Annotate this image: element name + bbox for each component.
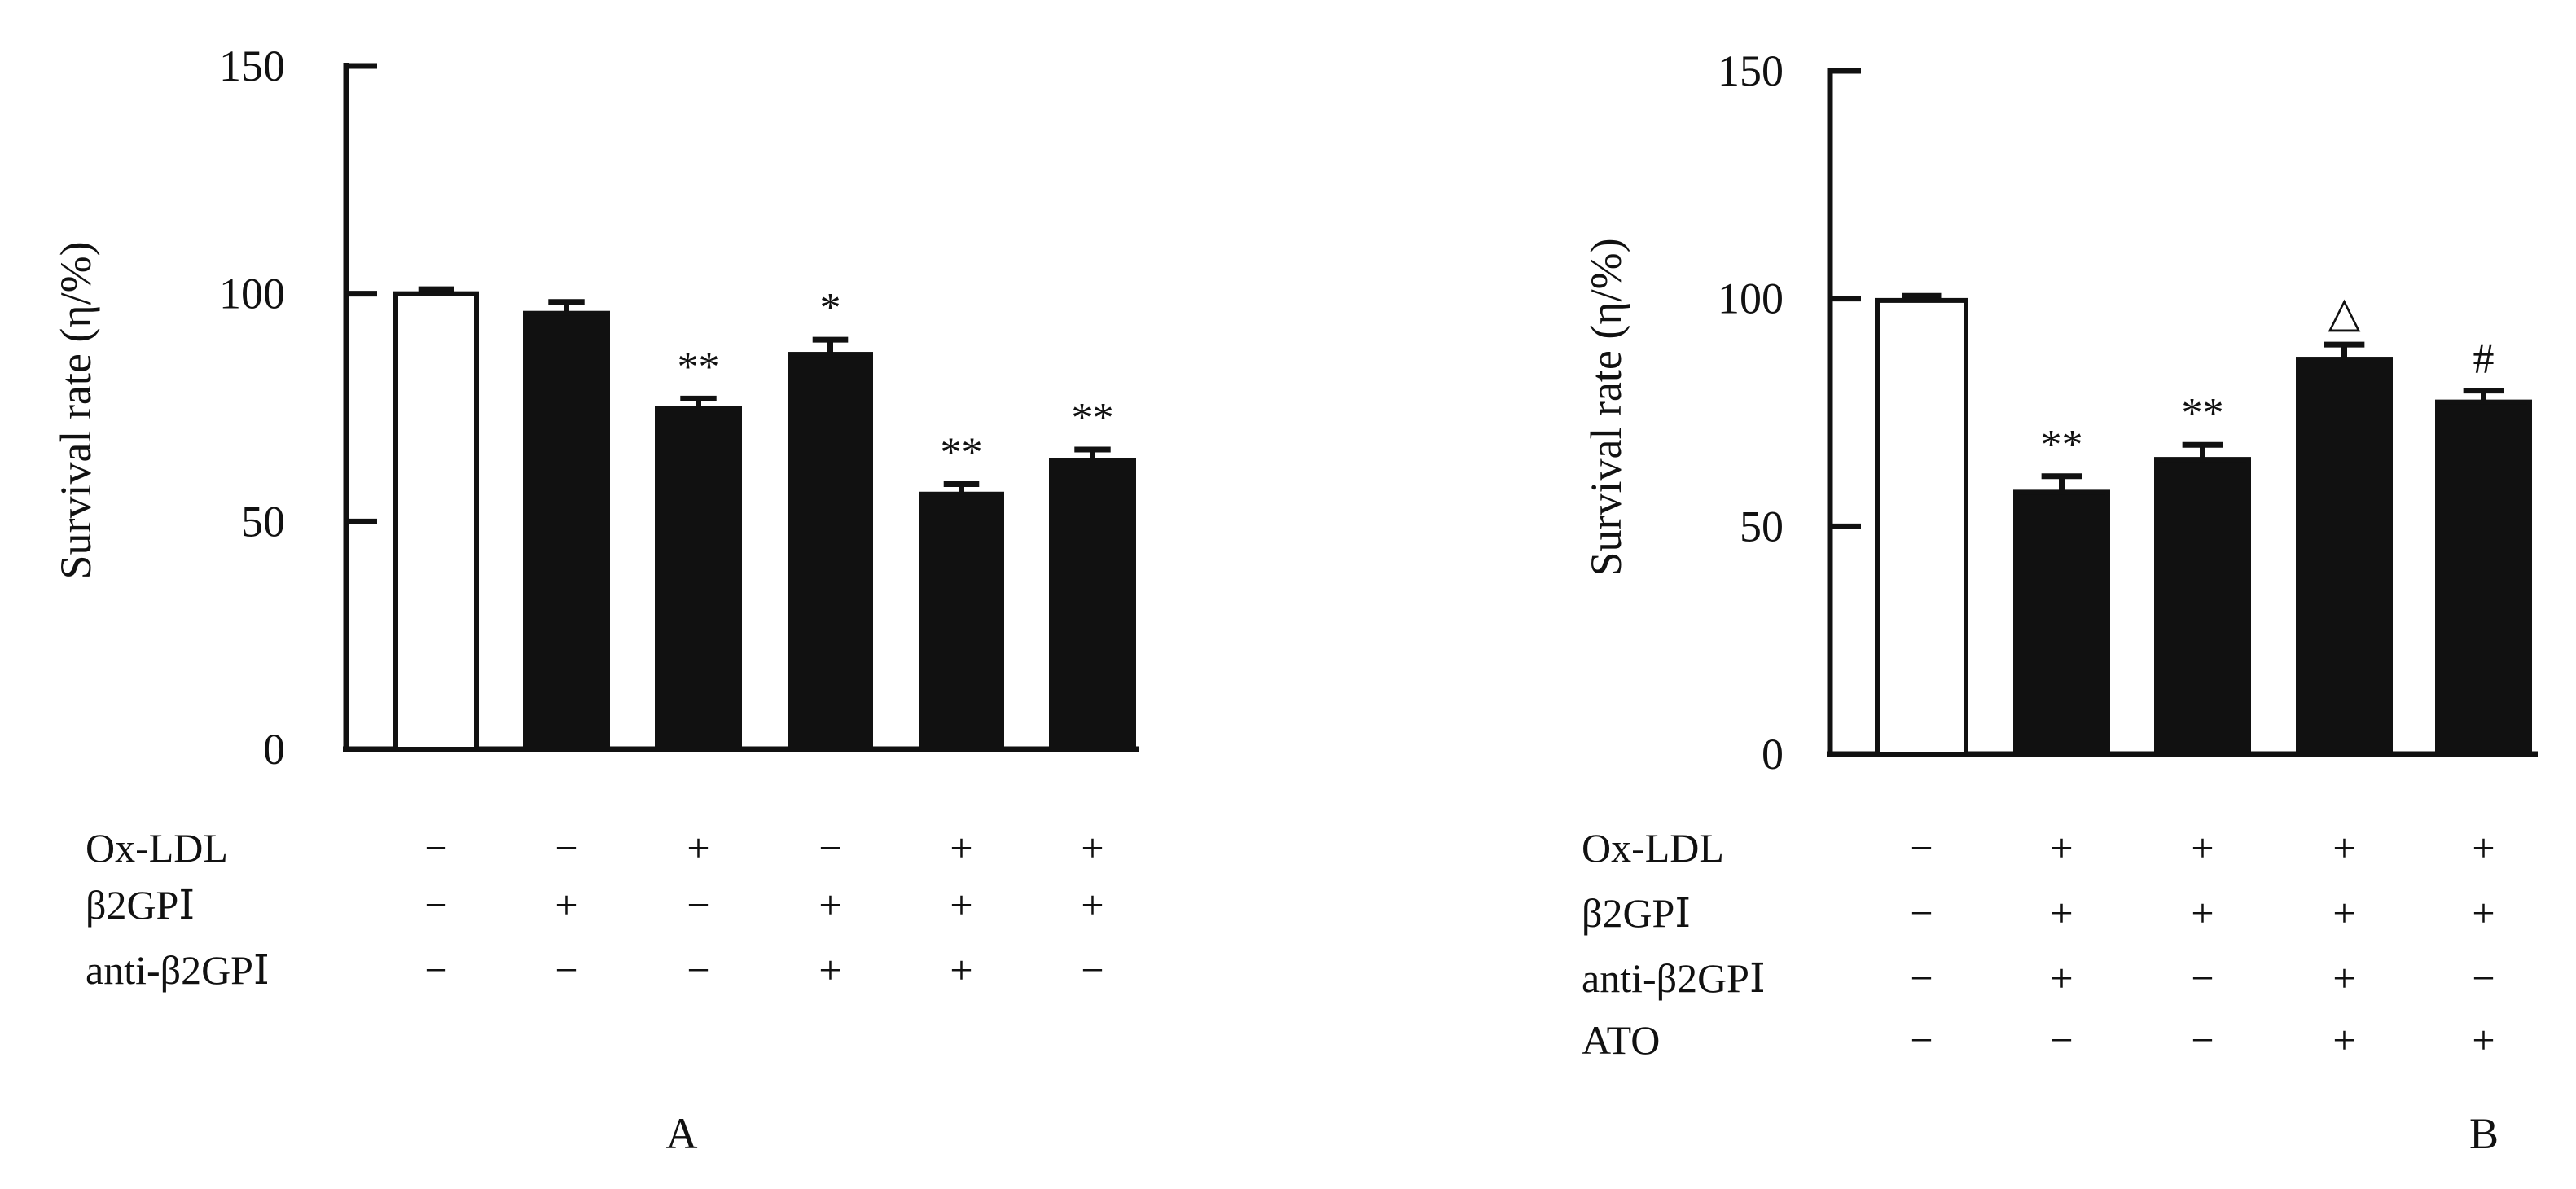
condition-label: Ox-LDL	[86, 825, 228, 871]
condition-label: β2GPⅠ	[1582, 890, 1691, 936]
condition-value: +	[2332, 825, 2355, 871]
condition-value: +	[950, 947, 972, 993]
condition-value: +	[950, 882, 972, 928]
condition-value: −	[2191, 955, 2214, 1001]
significance-marker: **	[2041, 422, 2083, 468]
condition-value: +	[2050, 890, 2073, 936]
condition-value: −	[2050, 1017, 2073, 1063]
condition-value: +	[2472, 1017, 2495, 1063]
bar	[788, 352, 873, 752]
bar	[523, 310, 610, 752]
bar	[2154, 457, 2251, 757]
condition-value: +	[687, 825, 709, 871]
bar	[393, 291, 479, 752]
bar	[919, 491, 1004, 752]
y-tick-label: 100	[1718, 274, 1784, 323]
condition-label: anti-β2GPⅠ	[86, 947, 270, 993]
condition-value: −	[555, 825, 577, 871]
y-axis-label: Survival rate (η/%)	[51, 241, 100, 579]
significance-marker: **	[678, 344, 720, 390]
condition-value: +	[818, 882, 841, 928]
condition-value: −	[818, 825, 841, 871]
condition-value: +	[2472, 825, 2495, 871]
condition-value: +	[555, 882, 577, 928]
condition-value: +	[2332, 955, 2355, 1001]
condition-label: β2GPⅠ	[86, 882, 195, 928]
y-tick-label: 50	[1740, 502, 1784, 551]
condition-label: Ox-LDL	[1582, 825, 1724, 871]
y-tick-label: 0	[1762, 730, 1784, 779]
condition-value: −	[424, 882, 447, 928]
significance-marker: **	[1072, 395, 1114, 441]
significance-marker: #	[2473, 336, 2495, 383]
condition-value: −	[2472, 955, 2495, 1001]
condition-value: −	[424, 947, 447, 993]
condition-value: +	[2332, 890, 2355, 936]
bar	[2435, 399, 2532, 757]
condition-value: +	[818, 947, 841, 993]
condition-value: −	[1910, 890, 1933, 936]
condition-value: −	[687, 882, 709, 928]
condition-value: +	[2191, 890, 2214, 936]
condition-value: +	[1081, 825, 1104, 871]
condition-label: ATO	[1582, 1017, 1660, 1063]
condition-value: −	[2191, 1017, 2214, 1063]
bar	[2013, 489, 2110, 757]
significance-marker: **	[2182, 390, 2224, 437]
condition-value: +	[2050, 825, 2073, 871]
panel-label: B	[2469, 1109, 2499, 1158]
condition-value: +	[2050, 955, 2073, 1001]
significance-marker: **	[941, 429, 983, 476]
condition-value: +	[2191, 825, 2214, 871]
condition-value: −	[1910, 955, 1933, 1001]
chart-panel-B: 0 50 100 150 Survival rate (η/%) ** ** △ # Ox-LDL…	[1582, 46, 2538, 1158]
y-tick-label: 50	[241, 497, 285, 546]
condition-value: −	[555, 947, 577, 993]
y-tick-label: 150	[1718, 46, 1784, 95]
significance-marker: △	[2328, 290, 2361, 336]
condition-value: +	[950, 825, 972, 871]
condition-value: +	[2332, 1017, 2355, 1063]
bar	[655, 406, 742, 752]
condition-value: −	[1081, 947, 1104, 993]
y-tick-label: 150	[219, 42, 285, 90]
bar	[2296, 357, 2393, 757]
condition-value: +	[1081, 882, 1104, 928]
condition-value: −	[1910, 1017, 1933, 1063]
panel-label: A	[666, 1109, 698, 1158]
condition-value: −	[424, 825, 447, 871]
bar	[1875, 297, 1968, 757]
condition-value: +	[2472, 890, 2495, 936]
bar	[1049, 458, 1136, 752]
y-axis-label: Survival rate (η/%)	[1582, 238, 1630, 576]
condition-label: anti-β2GPⅠ	[1582, 955, 1766, 1001]
condition-value: −	[687, 947, 709, 993]
y-tick-label: 0	[263, 725, 285, 774]
y-tick-label: 100	[219, 270, 285, 318]
condition-value: −	[1910, 825, 1933, 871]
significance-marker: *	[820, 285, 841, 331]
